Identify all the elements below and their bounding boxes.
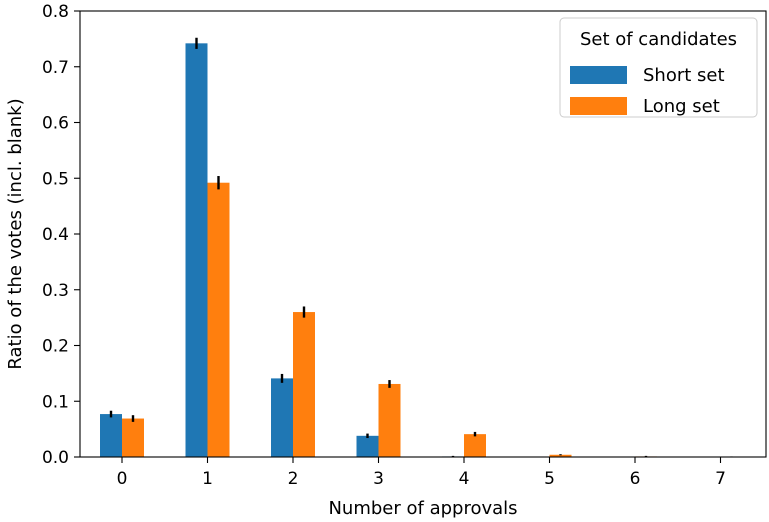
y-tick-label: 0.8 — [42, 2, 69, 22]
bar-short-set-2 — [271, 378, 293, 457]
y-tick-label: 0.6 — [42, 114, 69, 134]
bar-long-set-3 — [378, 383, 401, 457]
bar-long-set-1 — [207, 182, 230, 457]
bar-short-set-1 — [185, 43, 208, 458]
y-tick-label: 0.5 — [42, 169, 69, 189]
bar-short-set-3 — [356, 435, 379, 457]
y-tick-label: 0.4 — [42, 225, 69, 245]
bar-long-set-2 — [293, 312, 315, 457]
ticks: 0.0 0.1 0.2 0.3 0.4 0.5 0.6 0.7 0.8 0 1 2 3 4 5 6 7 — [42, 2, 726, 489]
legend: Set of candidates Short set Long set — [559, 17, 758, 118]
legend-swatch-long-set — [570, 97, 627, 115]
bars-layer — [100, 43, 657, 458]
x-tick-label: 5 — [544, 469, 555, 489]
y-tick-label: 0.7 — [42, 58, 69, 78]
bar-long-set-4 — [464, 434, 486, 457]
y-tick-label: 0.1 — [42, 392, 69, 412]
x-axis-label: Number of approvals — [328, 498, 517, 519]
legend-title: Set of candidates — [580, 29, 737, 50]
x-tick-label: 3 — [373, 469, 384, 489]
bar-long-set-0 — [122, 418, 144, 457]
bar-long-set-5 — [549, 454, 572, 457]
x-tick-label: 6 — [630, 469, 641, 489]
legend-label-long-set: Long set — [643, 96, 720, 117]
x-tick-label: 0 — [117, 469, 128, 489]
y-tick-label: 0.0 — [42, 448, 69, 468]
y-tick-label: 0.2 — [42, 337, 69, 357]
legend-box — [559, 17, 758, 118]
x-tick-label: 4 — [459, 469, 470, 489]
x-tick-label: 2 — [288, 469, 299, 489]
y-axis-label: Ratio of the votes (incl. blank) — [5, 98, 26, 369]
bar-short-set-0 — [100, 414, 122, 457]
legend-swatch-short-set — [570, 66, 627, 84]
x-tick-label: 7 — [715, 469, 726, 489]
legend-label-short-set: Short set — [643, 65, 725, 86]
y-tick-label: 0.3 — [42, 281, 69, 301]
x-tick-label: 1 — [202, 469, 213, 489]
